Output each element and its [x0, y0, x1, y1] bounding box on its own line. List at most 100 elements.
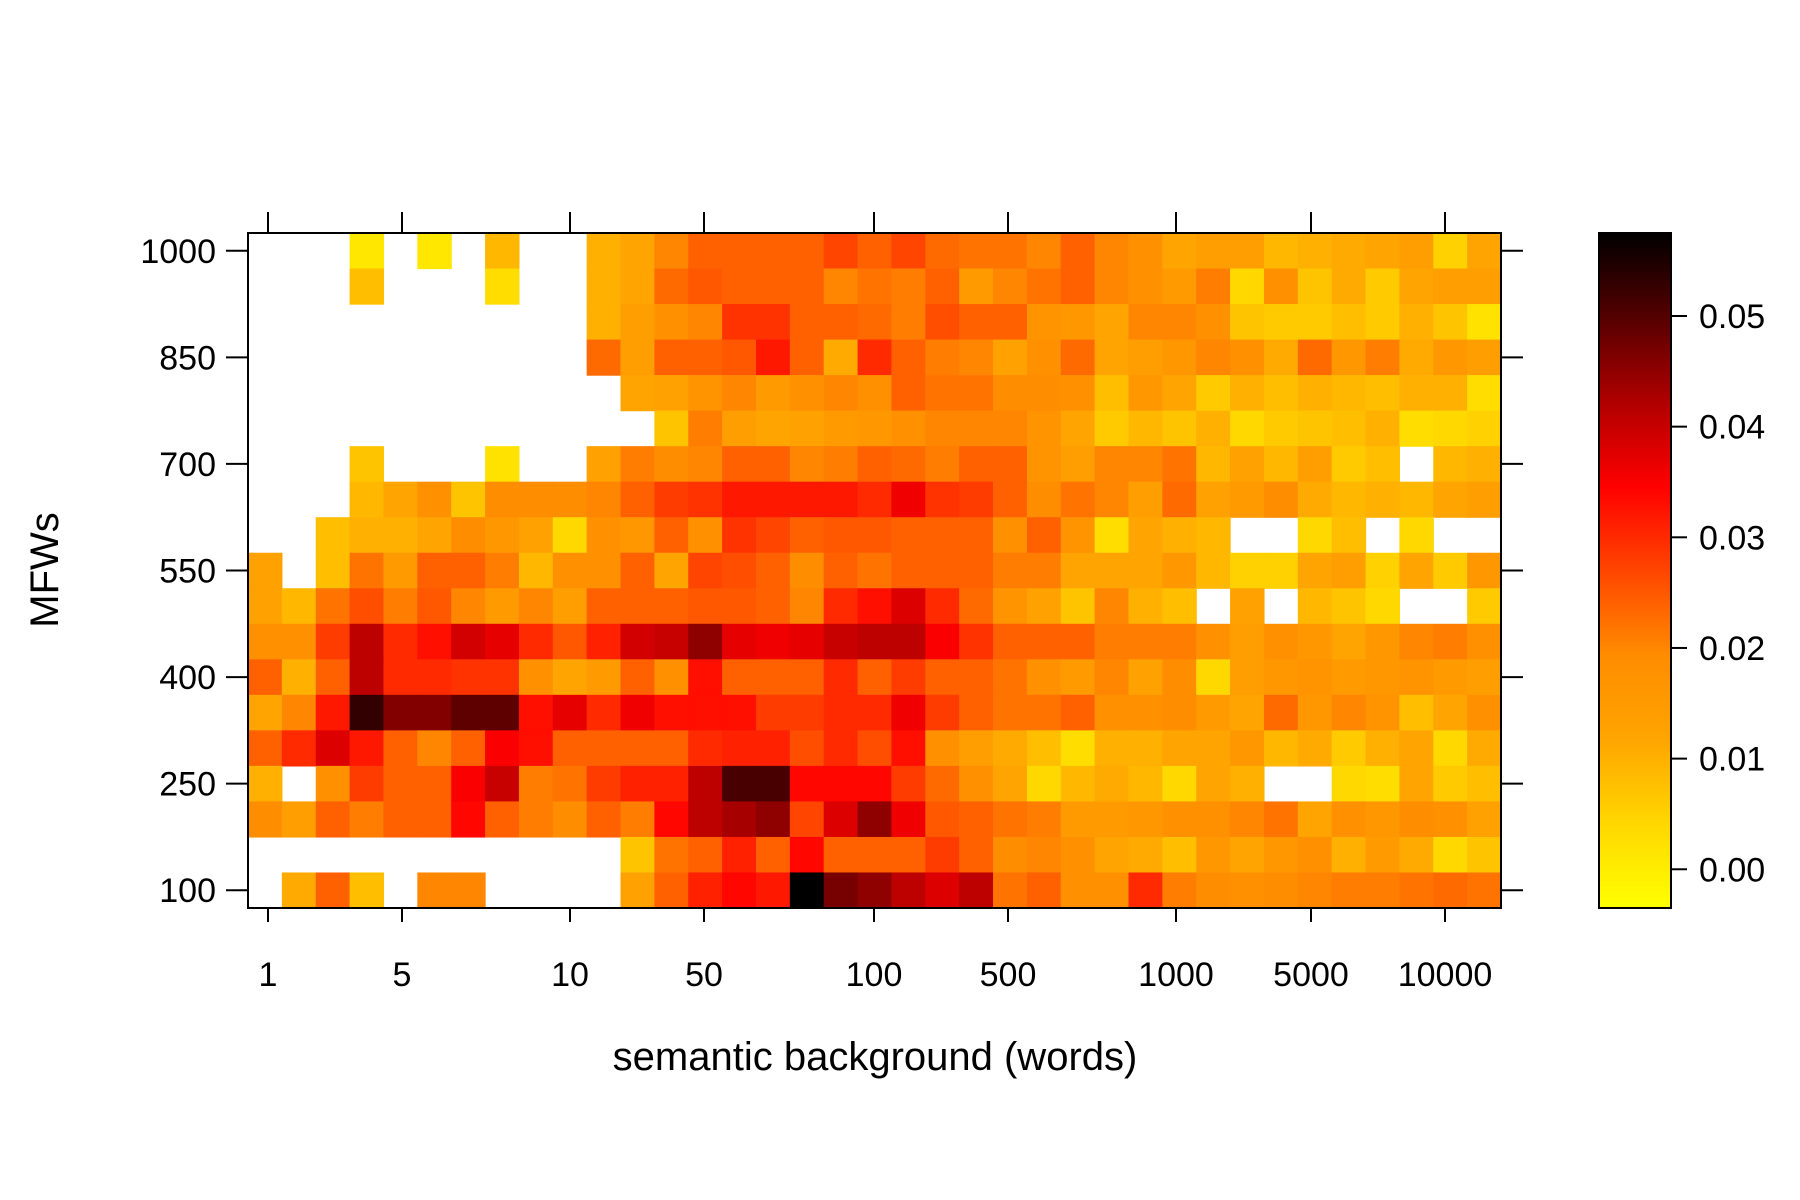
heatmap-cell: [1433, 410, 1468, 447]
heatmap-cell: [1399, 375, 1434, 412]
heatmap-cell: [1433, 765, 1468, 803]
heatmap-cell: [789, 446, 825, 483]
heatmap-cell: [1128, 410, 1163, 447]
heatmap-cell: [586, 801, 622, 838]
heatmap-cell: [1467, 730, 1502, 767]
heatmap-cell: [1297, 410, 1333, 447]
heatmap-cell: [1162, 552, 1197, 589]
heatmap-cell: [1162, 801, 1197, 838]
heatmap-cell: [451, 765, 486, 803]
heatmap-cell: [722, 588, 757, 625]
heatmap-cell: [485, 233, 520, 270]
heatmap-cell: [789, 375, 825, 412]
x-tick-label: 5000: [1273, 956, 1349, 994]
heatmap-cell: [1365, 233, 1400, 270]
heatmap-cell: [1196, 765, 1231, 803]
heatmap-cell: [1263, 339, 1299, 376]
heatmap-cell: [1467, 446, 1502, 483]
heatmap-cell: [1094, 801, 1130, 838]
heatmap-cell: [688, 588, 723, 625]
heatmap-cell: [417, 233, 452, 270]
heatmap-cell: [1026, 446, 1062, 483]
colorbar-tick-label: 0.05: [1699, 298, 1765, 336]
heatmap-cell: [1365, 623, 1400, 660]
heatmap-cell: [281, 588, 317, 625]
heatmap-cell: [1230, 765, 1265, 803]
heatmap-cell: [1094, 659, 1130, 696]
heatmap-cell: [959, 233, 994, 270]
heatmap-cell: [315, 801, 351, 838]
heatmap-cell: [1060, 836, 1096, 874]
heatmap-cell: [1162, 836, 1197, 874]
heatmap-cell: [993, 730, 1028, 767]
heatmap-cell: [789, 836, 825, 874]
heatmap-cell: [654, 481, 689, 518]
heatmap-cell: [1026, 517, 1062, 554]
heatmap-cell: [1433, 872, 1468, 909]
heatmap-cell: [1297, 836, 1333, 874]
heatmap-cell: [1060, 588, 1096, 625]
x-tick-label: 1: [259, 956, 278, 994]
heatmap-cell: [1196, 730, 1231, 767]
heatmap-cell: [1365, 339, 1400, 376]
heatmap-cell: [959, 623, 994, 660]
heatmap-cell: [417, 872, 452, 909]
heatmap-cell: [1128, 552, 1163, 589]
heatmap-cell: [620, 233, 655, 270]
heatmap-cell: [959, 446, 994, 483]
heatmap-cell: [755, 304, 791, 341]
heatmap-cell: [1230, 339, 1265, 376]
heatmap-cell: [755, 481, 791, 518]
heatmap-cell: [349, 552, 385, 589]
heatmap-cell: [1094, 339, 1130, 376]
heatmap-cell: [722, 765, 757, 803]
heatmap-cell: [1196, 694, 1231, 731]
heatmap-cell: [857, 339, 893, 376]
heatmap-cell: [1094, 517, 1130, 554]
heatmap-cell: [857, 872, 893, 909]
heatmap-cell: [1263, 304, 1299, 341]
heatmap-cell: [1128, 836, 1163, 874]
heatmap-cell: [857, 268, 893, 305]
heatmap-cell: [1026, 623, 1062, 660]
heatmap-cell: [1026, 872, 1062, 909]
heatmap-cell: [417, 623, 452, 660]
colorbar: [1598, 232, 1672, 909]
heatmap-cell: [755, 268, 791, 305]
heatmap-cell: [993, 694, 1028, 731]
heatmap-cell: [1128, 623, 1163, 660]
heatmap-cell: [1162, 730, 1197, 767]
heatmap-cell: [1128, 304, 1163, 341]
heatmap-cell: [417, 481, 452, 518]
heatmap-cell: [993, 517, 1028, 554]
heatmap-cell: [1094, 623, 1130, 660]
heatmap-cell: [1230, 410, 1265, 447]
heatmap-cell: [1467, 659, 1502, 696]
x-tick-label: 1000: [1138, 956, 1214, 994]
heatmap-cell: [1026, 659, 1062, 696]
heatmap-cell: [959, 517, 994, 554]
heatmap-cell: [315, 623, 351, 660]
heatmap-cell: [1433, 623, 1468, 660]
heatmap-cell: [823, 304, 859, 341]
heatmap-cell: [925, 517, 960, 554]
heatmap-cell: [485, 446, 520, 483]
heatmap-cell: [1196, 339, 1231, 376]
heatmap-cell: [1467, 588, 1502, 625]
heatmap-cell: [1331, 872, 1367, 909]
heatmap-cell: [1297, 304, 1333, 341]
heatmap-cell: [315, 765, 351, 803]
heatmap-cell: [1196, 304, 1231, 341]
heatmap-cell: [620, 481, 655, 518]
heatmap-cell: [1399, 765, 1434, 803]
heatmap-cell: [891, 765, 926, 803]
heatmap-cell: [1060, 623, 1096, 660]
heatmap-cell: [586, 339, 622, 376]
heatmap-cell: [823, 233, 859, 270]
heatmap-cell: [485, 623, 520, 660]
heatmap-cell: [891, 623, 926, 660]
heatmap-cell: [1331, 588, 1367, 625]
heatmap-cell: [552, 623, 588, 660]
x-tick-label: 10: [551, 956, 589, 994]
heatmap-cell: [620, 552, 655, 589]
